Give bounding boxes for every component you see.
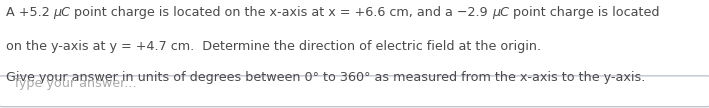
Text: A +5.2: A +5.2 xyxy=(6,6,53,19)
Text: on the y-axis at y = +4.7 cm.  Determine the direction of electric field at the : on the y-axis at y = +4.7 cm. Determine … xyxy=(6,40,541,53)
Text: μC: μC xyxy=(53,6,70,19)
Text: Type your answer...: Type your answer... xyxy=(13,77,136,91)
Text: μC: μC xyxy=(492,6,509,19)
Text: point charge is located: point charge is located xyxy=(509,6,659,19)
FancyBboxPatch shape xyxy=(0,76,709,107)
Text: Give your answer in units of degrees between 0° to 360° as measured from the x-a: Give your answer in units of degrees bet… xyxy=(6,71,645,84)
Text: point charge is located on the x-axis at x = +6.6 cm, and a −2.9: point charge is located on the x-axis at… xyxy=(70,6,492,19)
